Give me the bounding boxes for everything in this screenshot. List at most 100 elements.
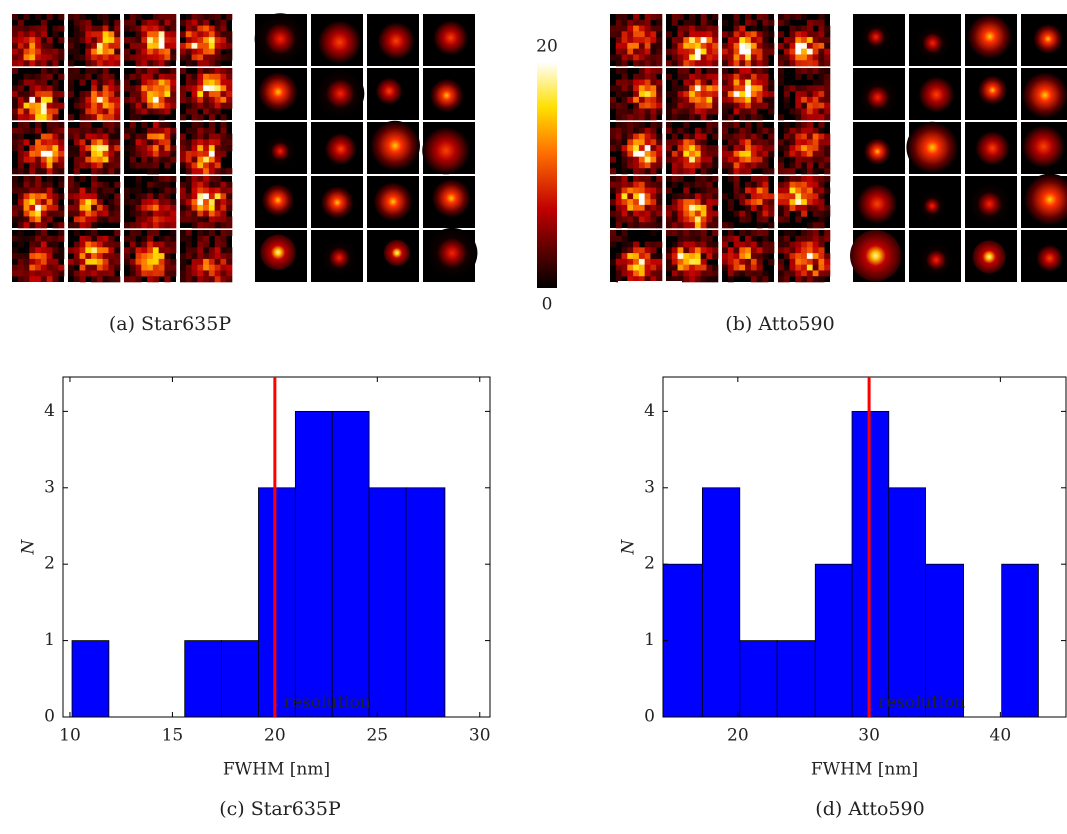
tile-pixel	[818, 122, 825, 129]
tile-pixel	[750, 133, 757, 140]
tile-pixel	[795, 247, 802, 254]
tile-pixel	[694, 222, 701, 229]
tile-pixel	[644, 181, 651, 188]
tile-pixel	[638, 222, 645, 229]
tile-pixel	[203, 264, 210, 271]
tile-pixel	[656, 48, 663, 55]
tile-pixel	[114, 139, 121, 146]
tile-pixel	[79, 73, 86, 80]
tile-pixel	[91, 48, 98, 55]
tile-pixel	[712, 162, 719, 169]
tile-pixel	[102, 168, 109, 175]
tile-pixel	[795, 85, 802, 92]
tile-pixel	[638, 187, 645, 194]
tile-pixel	[170, 210, 177, 217]
tile-pixel	[733, 54, 740, 61]
tile-pixel	[745, 156, 752, 163]
tile-pixel	[722, 42, 729, 49]
tile-pixel	[745, 14, 752, 21]
tile-pixel	[683, 54, 690, 61]
tile-pixel	[750, 247, 757, 254]
tile-pixel	[700, 48, 707, 55]
tile-pixel	[124, 235, 131, 242]
tile-pixel	[141, 122, 148, 129]
tile-pixel	[783, 122, 790, 129]
x-tick-label: 40	[990, 726, 1012, 746]
tile-pixel	[689, 54, 696, 61]
tile-pixel	[180, 199, 187, 206]
tile-pixel	[756, 204, 763, 211]
tile-pixel	[783, 199, 790, 206]
tile-pixel	[79, 241, 86, 248]
tile-pixel	[17, 31, 24, 38]
tile-pixel	[700, 253, 707, 260]
tile-pixel	[762, 48, 769, 55]
tile-pixel	[102, 85, 109, 92]
tile-pixel	[129, 108, 136, 115]
tile-pixel	[191, 114, 198, 121]
tile-pixel	[745, 210, 752, 217]
tile-pixel	[102, 122, 109, 129]
tile-pixel	[671, 181, 678, 188]
tile-pixel	[52, 222, 59, 229]
tile-pixel	[801, 145, 808, 152]
tile-pixel	[208, 181, 215, 188]
tile-pixel	[147, 79, 154, 86]
tile-pixel	[226, 73, 233, 80]
tile-pixel	[644, 168, 651, 175]
tile-pixel	[789, 247, 796, 254]
x-tick-label: 20	[264, 726, 286, 746]
tile-pixel	[650, 187, 657, 194]
tile-pixel	[621, 60, 628, 67]
tile-pixel	[29, 114, 36, 121]
tile-pixel	[745, 60, 752, 67]
tile-pixel	[818, 264, 825, 271]
tile-pixel	[789, 108, 796, 115]
tile-pixel	[40, 258, 47, 265]
tile-pixel	[180, 253, 187, 260]
tile-pixel	[801, 122, 808, 129]
tile-pixel	[722, 150, 729, 157]
tile-pixel	[615, 145, 622, 152]
tile-pixel	[180, 133, 187, 140]
tile-pixel	[615, 258, 622, 265]
tile-pixel	[733, 241, 740, 248]
tile-pixel	[824, 133, 831, 140]
tile-pixel	[795, 187, 802, 194]
tile-pixel	[141, 68, 148, 75]
tile-pixel	[17, 210, 24, 217]
tile-pixel	[789, 127, 796, 134]
tile-pixel	[795, 31, 802, 38]
tile-pixel	[158, 14, 165, 21]
tile-pixel	[615, 235, 622, 242]
tile-pixel	[214, 222, 221, 229]
tile-pixel	[91, 193, 98, 200]
tile-pixel	[180, 42, 187, 49]
tile-pixel	[783, 253, 790, 260]
tile-pixel	[220, 122, 227, 129]
tile-pixel	[795, 162, 802, 169]
tile-pixel	[789, 187, 796, 194]
tile-pixel	[91, 139, 98, 146]
tile-pixel	[621, 193, 628, 200]
tile-pixel	[750, 91, 757, 98]
tile-pixel	[214, 102, 221, 109]
tile-pixel	[795, 193, 802, 200]
tile-pixel	[180, 187, 187, 194]
tile-pixel	[633, 37, 640, 44]
tile-pixel	[108, 187, 115, 194]
tile-pixel	[733, 235, 740, 242]
tile-pixel	[627, 96, 634, 103]
tile-pixel	[621, 216, 628, 223]
tile-pixel	[58, 37, 65, 44]
tile-pixel	[727, 60, 734, 67]
tile-pixel	[203, 54, 210, 61]
tile-pixel	[615, 176, 622, 183]
tile-pixel	[627, 25, 634, 32]
tile-pixel	[12, 54, 19, 61]
tile-pixel	[96, 102, 103, 109]
tile-pixel	[129, 102, 136, 109]
tile-pixel	[739, 139, 746, 146]
tile-pixel	[727, 48, 734, 55]
tile-pixel	[35, 199, 42, 206]
